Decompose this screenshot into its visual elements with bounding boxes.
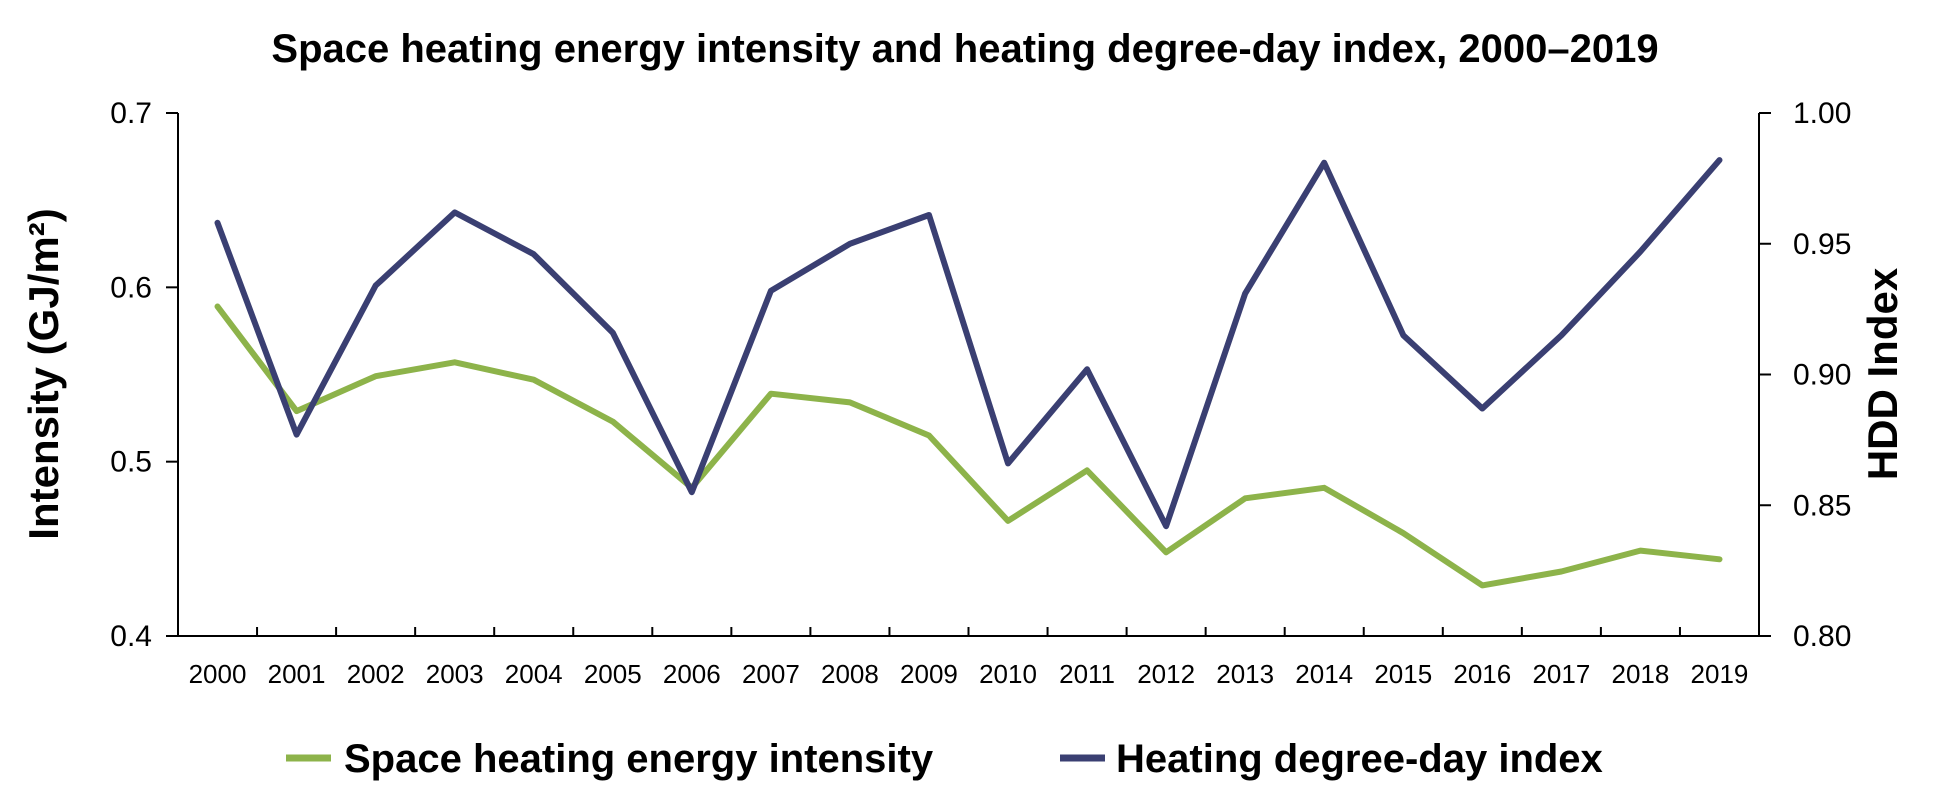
x-ticks: 2000 2001 2002 2003 2004 2005 2006 2007 2008 2009… bbox=[177, 627, 1760, 689]
x-tick-label: 2007 bbox=[742, 659, 800, 689]
x-tick-label: 2006 bbox=[663, 659, 721, 689]
x-tick-label: 2010 bbox=[979, 659, 1037, 689]
x-tick-label: 2017 bbox=[1532, 659, 1590, 689]
left-y-axis-title: Intensity (GJ/m²) bbox=[20, 208, 67, 539]
left-y-tick-label: 0.5 bbox=[110, 446, 152, 479]
series-layer bbox=[214, 157, 1723, 589]
x-tick-label: 2014 bbox=[1295, 659, 1353, 689]
right-y-tick-label: 0.80 bbox=[1793, 620, 1851, 653]
chart-title: Space heating energy intensity and heati… bbox=[271, 27, 1658, 71]
x-tick-label: 2012 bbox=[1137, 659, 1195, 689]
x-tick-label: 2011 bbox=[1059, 659, 1115, 689]
x-tick-label: 2008 bbox=[821, 659, 879, 689]
right-y-axis-title: HDD Index bbox=[1859, 267, 1906, 480]
right-y-tick-label: 0.95 bbox=[1793, 228, 1851, 261]
x-tick-label: 2000 bbox=[189, 659, 247, 689]
x-tick-label: 2019 bbox=[1691, 659, 1749, 689]
right-y-tick-label: 0.90 bbox=[1793, 359, 1851, 392]
right-y-ticks: 0.80 0.85 0.90 0.95 1.00 bbox=[1759, 97, 1851, 653]
left-y-tick-label: 0.7 bbox=[110, 97, 152, 130]
series-line-hdd bbox=[214, 157, 1723, 530]
x-tick-label: 2001 bbox=[268, 659, 326, 689]
x-tick-label: 2004 bbox=[505, 659, 563, 689]
legend: Space heating energy intensity Heating d… bbox=[286, 737, 1603, 781]
x-tick-label: 2018 bbox=[1612, 659, 1670, 689]
x-tick-label: 2002 bbox=[347, 659, 405, 689]
x-tick-label: 2013 bbox=[1216, 659, 1274, 689]
right-y-tick-label: 0.85 bbox=[1793, 489, 1851, 522]
left-y-tick-label: 0.4 bbox=[110, 620, 152, 653]
x-tick-label: 2015 bbox=[1374, 659, 1432, 689]
series-line-intensity bbox=[214, 303, 1723, 589]
x-tick-label: 2005 bbox=[584, 659, 642, 689]
legend-label-intensity: Space heating energy intensity bbox=[344, 737, 934, 781]
x-tick-label: 2003 bbox=[426, 659, 484, 689]
x-tick-label: 2016 bbox=[1453, 659, 1511, 689]
right-y-tick-label: 1.00 bbox=[1793, 97, 1851, 130]
legend-label-hdd: Heating degree-day index bbox=[1116, 737, 1603, 781]
axes: 0.40.50.60.7 0.800.850.900.951.00 2000 20… bbox=[110, 97, 1851, 689]
x-tick-label: 2009 bbox=[900, 659, 958, 689]
left-y-tick-label: 0.6 bbox=[110, 271, 152, 304]
left-y-ticks: 0.4 0.5 0.6 0.7 bbox=[110, 97, 178, 653]
